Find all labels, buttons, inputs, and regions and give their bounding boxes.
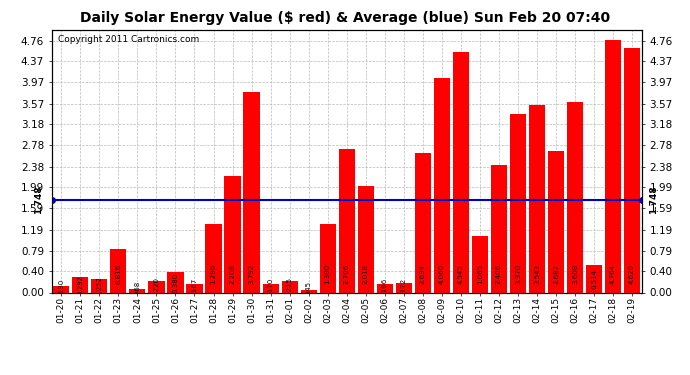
Text: 0.252: 0.252 bbox=[97, 276, 102, 296]
Bar bbox=[91, 279, 108, 292]
Text: 0.380: 0.380 bbox=[172, 272, 179, 292]
Bar bbox=[624, 48, 640, 292]
Text: 1.296: 1.296 bbox=[210, 264, 217, 284]
Text: 4.545: 4.545 bbox=[458, 264, 464, 284]
Text: 3.543: 3.543 bbox=[534, 264, 540, 284]
Text: 2.682: 2.682 bbox=[553, 264, 559, 284]
Text: 2.018: 2.018 bbox=[363, 264, 368, 284]
Bar bbox=[72, 277, 88, 292]
Text: 0.167: 0.167 bbox=[192, 278, 197, 298]
Bar bbox=[148, 281, 164, 292]
Bar bbox=[206, 224, 221, 292]
Bar bbox=[415, 153, 431, 292]
Bar bbox=[129, 289, 146, 292]
Bar bbox=[434, 78, 450, 292]
Text: Copyright 2011 Cartronics.com: Copyright 2011 Cartronics.com bbox=[58, 35, 199, 44]
Text: 2.706: 2.706 bbox=[344, 264, 350, 284]
Bar bbox=[529, 105, 545, 292]
Bar bbox=[472, 236, 488, 292]
Bar bbox=[282, 281, 297, 292]
Text: 0.816: 0.816 bbox=[115, 264, 121, 284]
Bar bbox=[53, 286, 70, 292]
Text: 0.215: 0.215 bbox=[286, 277, 293, 297]
Bar bbox=[110, 249, 126, 292]
Text: 0.045: 0.045 bbox=[306, 281, 312, 301]
Text: 0.514: 0.514 bbox=[591, 269, 597, 289]
Bar bbox=[244, 92, 259, 292]
Bar bbox=[319, 224, 336, 292]
Text: 3.608: 3.608 bbox=[572, 264, 578, 284]
Text: 1.300: 1.300 bbox=[325, 264, 331, 284]
Text: 3.792: 3.792 bbox=[248, 264, 255, 284]
Text: 1.065: 1.065 bbox=[477, 264, 483, 284]
Bar bbox=[357, 186, 374, 292]
Text: 1.748: 1.748 bbox=[649, 186, 658, 214]
Bar bbox=[301, 290, 317, 292]
Text: 0.130: 0.130 bbox=[58, 279, 64, 299]
Text: 4.060: 4.060 bbox=[439, 264, 445, 284]
Text: 4.620: 4.620 bbox=[629, 264, 635, 284]
Bar bbox=[567, 102, 583, 292]
Bar bbox=[453, 52, 469, 292]
Bar bbox=[262, 284, 279, 292]
Text: 4.764: 4.764 bbox=[610, 264, 616, 284]
Text: 2.406: 2.406 bbox=[496, 264, 502, 284]
Text: Daily Solar Energy Value ($ red) & Average (blue) Sun Feb 20 07:40: Daily Solar Energy Value ($ red) & Avera… bbox=[80, 11, 610, 25]
Text: 1.748: 1.748 bbox=[34, 186, 43, 214]
Bar bbox=[605, 40, 621, 292]
Bar bbox=[491, 165, 507, 292]
Text: 2.634: 2.634 bbox=[420, 264, 426, 284]
Text: 0.166: 0.166 bbox=[382, 278, 388, 298]
Bar bbox=[510, 114, 526, 292]
Bar bbox=[224, 176, 241, 292]
Bar bbox=[339, 149, 355, 292]
Text: 0.170: 0.170 bbox=[268, 278, 274, 298]
Bar bbox=[168, 272, 184, 292]
Bar bbox=[377, 284, 393, 292]
Text: 0.220: 0.220 bbox=[153, 277, 159, 297]
Bar bbox=[548, 150, 564, 292]
Bar bbox=[586, 265, 602, 292]
Text: 0.172: 0.172 bbox=[401, 278, 407, 298]
Bar bbox=[396, 284, 412, 292]
Text: 0.292: 0.292 bbox=[77, 275, 83, 295]
Text: 0.068: 0.068 bbox=[135, 280, 140, 301]
Text: 3.370: 3.370 bbox=[515, 264, 521, 284]
Text: 2.208: 2.208 bbox=[230, 264, 235, 284]
Bar bbox=[186, 284, 203, 292]
